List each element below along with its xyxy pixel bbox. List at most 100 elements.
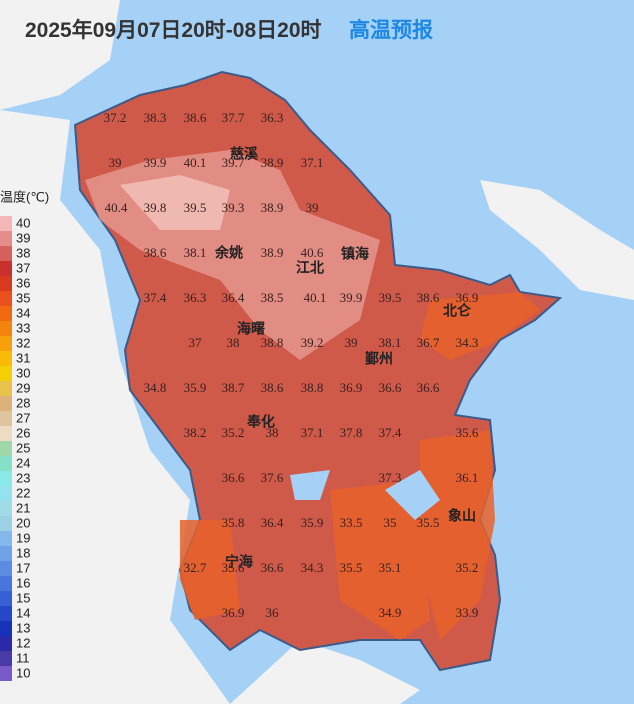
legend-label: 40 bbox=[16, 215, 30, 230]
legend-swatch bbox=[0, 501, 12, 516]
station-value: 36.4 bbox=[222, 290, 245, 305]
land-bottom bbox=[230, 640, 420, 704]
legend-swatch bbox=[0, 591, 12, 606]
hottest-area bbox=[120, 175, 230, 230]
district-name: 奉化 bbox=[247, 414, 275, 430]
legend-swatch bbox=[0, 606, 12, 621]
legend-swatch bbox=[0, 381, 12, 396]
station-value: 36.1 bbox=[456, 470, 479, 485]
station-value: 37.8 bbox=[340, 425, 363, 440]
station-value: 38.5 bbox=[261, 290, 284, 305]
station-value: 39.3 bbox=[222, 200, 245, 215]
legend-swatch bbox=[0, 306, 12, 321]
district-name: 鄞州 bbox=[365, 351, 393, 367]
title: 2025年09月07日20时-08日20时 bbox=[25, 18, 322, 42]
station-value: 36.3 bbox=[261, 110, 284, 125]
station-value: 38.7 bbox=[222, 380, 245, 395]
legend-label: 35 bbox=[16, 290, 30, 305]
subtitle: 高温预报 bbox=[349, 18, 433, 42]
legend-label: 34 bbox=[16, 305, 30, 320]
station-value: 40.4 bbox=[105, 200, 128, 215]
station-value: 39.9 bbox=[340, 290, 363, 305]
station-value: 36.6 bbox=[222, 470, 245, 485]
legend-label: 13 bbox=[16, 620, 30, 635]
station-value: 35.1 bbox=[379, 560, 402, 575]
legend-swatch bbox=[0, 216, 12, 231]
station-value: 35.8 bbox=[222, 515, 245, 530]
legend-label: 21 bbox=[16, 500, 30, 515]
station-value: 38.1 bbox=[184, 245, 207, 260]
district-name: 镇海 bbox=[341, 246, 369, 262]
station-value: 38 bbox=[227, 335, 240, 350]
legend-label: 17 bbox=[16, 560, 30, 575]
legend-label: 18 bbox=[16, 545, 30, 560]
station-value: 40.6 bbox=[301, 245, 324, 260]
legend-swatch bbox=[0, 246, 12, 261]
station-value: 36.6 bbox=[417, 380, 440, 395]
legend-swatch bbox=[0, 516, 12, 531]
station-value: 38.6 bbox=[144, 245, 167, 260]
legend-swatch bbox=[0, 471, 12, 486]
legend-swatch bbox=[0, 291, 12, 306]
legend-swatch bbox=[0, 231, 12, 246]
legend-swatch bbox=[0, 456, 12, 471]
station-value: 34.3 bbox=[456, 335, 479, 350]
station-value: 39.9 bbox=[144, 155, 167, 170]
station-value: 35.9 bbox=[301, 515, 324, 530]
station-value: 38.1 bbox=[379, 335, 402, 350]
legend-swatch bbox=[0, 366, 12, 381]
island bbox=[480, 180, 634, 300]
district-name: 北仑 bbox=[443, 303, 472, 319]
legend-label: 14 bbox=[16, 605, 30, 620]
station-value: 37.3 bbox=[379, 470, 402, 485]
station-value: 36.9 bbox=[222, 605, 245, 620]
legend-swatch bbox=[0, 351, 12, 366]
station-value: 36.6 bbox=[379, 380, 402, 395]
station-value: 36.6 bbox=[261, 560, 284, 575]
station-value: 38.8 bbox=[261, 335, 284, 350]
station-value: 40.1 bbox=[304, 290, 327, 305]
station-value: 37.2 bbox=[104, 110, 127, 125]
station-value: 38 bbox=[266, 425, 279, 440]
legend-swatch bbox=[0, 576, 12, 591]
legend-label: 31 bbox=[16, 350, 30, 365]
station-value: 37.4 bbox=[144, 290, 167, 305]
legend-swatch bbox=[0, 411, 12, 426]
station-value: 39.5 bbox=[184, 200, 207, 215]
station-value: 33.9 bbox=[456, 605, 479, 620]
legend-swatch bbox=[0, 276, 12, 291]
station-value: 37.6 bbox=[261, 470, 284, 485]
station-value: 38.6 bbox=[417, 290, 440, 305]
legend-label: 16 bbox=[16, 575, 30, 590]
station-value: 39 bbox=[306, 200, 319, 215]
district-name: 象山 bbox=[448, 508, 476, 524]
station-value: 35.5 bbox=[340, 560, 363, 575]
legend-label: 12 bbox=[16, 635, 30, 650]
legend-label: 26 bbox=[16, 425, 30, 440]
station-value: 34.9 bbox=[379, 605, 402, 620]
station-value: 34.3 bbox=[301, 560, 324, 575]
station-value: 37.7 bbox=[222, 110, 245, 125]
legend-swatch bbox=[0, 546, 12, 561]
station-value: 35 bbox=[384, 515, 397, 530]
legend-swatch bbox=[0, 336, 12, 351]
legend-swatch bbox=[0, 531, 12, 546]
station-value: 38.8 bbox=[301, 380, 324, 395]
legend-swatch bbox=[0, 396, 12, 411]
station-value: 36.3 bbox=[184, 290, 207, 305]
legend-label: 25 bbox=[16, 440, 30, 455]
station-value: 35.2 bbox=[456, 560, 479, 575]
station-value: 36.9 bbox=[340, 380, 363, 395]
legend-swatch bbox=[0, 426, 12, 441]
station-value: 38.3 bbox=[144, 110, 167, 125]
legend-label: 37 bbox=[16, 260, 30, 275]
legend-label: 11 bbox=[16, 650, 30, 665]
legend-swatch bbox=[0, 321, 12, 336]
station-value: 37.4 bbox=[379, 425, 402, 440]
station-value: 37 bbox=[189, 335, 203, 350]
bay bbox=[290, 470, 440, 520]
legend-swatch bbox=[0, 621, 12, 636]
warm-area bbox=[180, 292, 540, 640]
station-value: 32.7 bbox=[184, 560, 207, 575]
station-value: 35.6 bbox=[456, 425, 479, 440]
